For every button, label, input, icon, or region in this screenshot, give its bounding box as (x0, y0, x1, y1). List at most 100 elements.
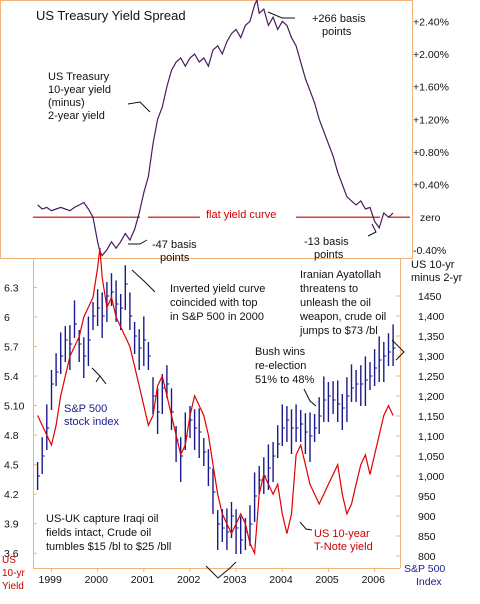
left-tick-label: 3.9 (4, 519, 19, 531)
right-tick-label: 1,350 (418, 331, 444, 343)
top-panel-frame (0, 0, 413, 259)
annotation-line: Iranian Ayatollah (300, 269, 381, 281)
annotation-inverted: Inverted yield curve coincided with top … (170, 283, 268, 323)
ticks-group: +2.40% +2.00% +1.60% +1.20% +0.80% +0.40% zero… (4, 16, 449, 586)
annotation-sp500: S&P 500 stock index (64, 403, 120, 428)
left-tick-label: 4.2 (4, 489, 19, 501)
x-tick-label: 1999 (39, 574, 63, 586)
spread-tick-label: zero (420, 212, 441, 224)
annotation-line: weapon, crude oil (299, 311, 386, 323)
right-tick-label: 850 (418, 531, 436, 543)
flat-yield-label: flat yield curve (206, 209, 276, 221)
pointer-iraq (205, 561, 237, 579)
annotation-line: stock index (64, 416, 120, 428)
right-axis-caption: S&P 500 Index (404, 563, 448, 588)
annotation-line: Bush wins (255, 346, 306, 358)
annotation-line: +266 basis (312, 13, 366, 25)
pointer-peak (267, 11, 295, 19)
annotation-line: minus 2-yr (411, 272, 463, 284)
annotation-line: in S&P 500 in 2000 (170, 311, 264, 323)
spread-tick-label: +0.80% (413, 147, 449, 159)
left-tick-label: 6 (4, 312, 10, 324)
right-tick-label: 1,050 (418, 451, 444, 463)
pointer-sp500 (91, 367, 107, 385)
pointer-trough-2006 (367, 223, 377, 237)
annotation-line: -13 basis (304, 236, 349, 248)
left-tick-label: 5.10 (4, 401, 25, 413)
annotation-line: fields intact, Crude oil (46, 527, 151, 539)
annotation-line: points (322, 26, 352, 38)
x-tick-label: 2003 (223, 574, 247, 586)
annotation-line: US-UK capture Iraqi oil (46, 513, 159, 525)
x-tick-label: 2002 (177, 574, 201, 586)
spread-tick-label: +2.40% (413, 16, 449, 28)
annotation-line: unleash the oil (300, 297, 371, 309)
x-tick-label: 2006 (362, 574, 386, 586)
left-tick-label: 6.3 (4, 283, 19, 295)
pointer-bush (303, 388, 317, 407)
right-tick-label: 1,300 (418, 351, 444, 363)
chart-title: US Treasury Yield Spread (36, 8, 186, 23)
annotation-line: 2-year yield (48, 110, 105, 122)
left-tick-label: 4.8 (4, 430, 19, 442)
right-tick-label: 1,000 (418, 471, 444, 483)
right-tick-label: 1,400 (418, 311, 444, 323)
annotation-bush: Bush wins re-election 51% to 48% (255, 346, 315, 386)
left-tick-label: 5.4 (4, 371, 19, 383)
series-line-tnote (37, 248, 394, 556)
right-tick-label: 950 (418, 491, 436, 503)
left-tick-label: 4.5 (4, 460, 19, 472)
annotation-line: re-election (255, 360, 306, 372)
annotation-line: S&P 500 (64, 403, 107, 415)
pointer-spread-desc (127, 101, 151, 113)
right-tick-label: 1,250 (418, 371, 444, 383)
pointer-sp500-b (95, 375, 101, 383)
annotation-line: -47 basis (152, 239, 197, 251)
caption-line: Yield (2, 581, 24, 592)
right-tick-label: 1,200 (418, 391, 444, 403)
annotation-iran: Iranian Ayatollah threatens to unleash t… (299, 269, 389, 337)
caption-line: US (2, 555, 16, 566)
annotation-line: US 10-year (314, 528, 370, 540)
spread-axis-label: US 10-yr minus 2-yr (411, 259, 463, 284)
sp500-series-group (36, 265, 396, 554)
pointer-tnote (299, 521, 313, 531)
caption-line: S&P 500 (404, 563, 445, 575)
annotation-line: threatens to (300, 283, 358, 295)
left-tick-label: 3.6 (4, 548, 19, 560)
annotation-line: tumbles $15 /bl to $25 /bll (46, 541, 171, 553)
annotation-line: T-Note yield (314, 541, 373, 553)
right-tick-label: 800 (418, 551, 436, 563)
right-tick-label: 1,100 (418, 431, 444, 443)
pointer-iran (391, 339, 405, 361)
spread-tick-label: +1.60% (413, 82, 449, 94)
annotation-spread-desc: US Treasury 10-year yield (minus) 2-year… (48, 71, 114, 122)
annotation-tnote: US 10-year T-Note yield (314, 528, 373, 553)
annotation-trough-2006: -13 basis points (304, 236, 352, 261)
annotation-line: 51% to 48% (255, 374, 315, 386)
spread-tick-label: +2.00% (413, 49, 449, 61)
x-tick-label: 2005 (315, 574, 339, 586)
annotation-line: points (314, 249, 344, 261)
x-tick-label: 2001 (131, 574, 155, 586)
pointer-trough-2000 (128, 239, 148, 245)
left-axis-caption: US 10-yr Yield (2, 555, 28, 592)
series-line-spread (37, 0, 394, 257)
annotation-line: points (160, 252, 190, 264)
annotation-peak: +266 basis points (312, 13, 369, 38)
annotation-iraq: US-UK capture Iraqi oil fields intact, C… (46, 513, 171, 553)
annotation-line: Inverted yield curve (170, 283, 265, 295)
caption-line: 10-yr (2, 568, 25, 579)
spread-tick-label: +0.40% (413, 180, 449, 192)
left-tick-label: 5.7 (4, 342, 19, 354)
x-tick-label: 2000 (85, 574, 109, 586)
annotation-line: jumps to $73 /bl (299, 325, 378, 337)
annotation-line: 10-year yield (48, 84, 111, 96)
annotation-line: coincided with top (170, 297, 257, 309)
right-tick-label: 1450 (418, 291, 442, 303)
pointer-inverted (131, 269, 156, 293)
annotation-trough-2000: -47 basis points (152, 239, 200, 264)
right-tick-label: 1,150 (418, 411, 444, 423)
